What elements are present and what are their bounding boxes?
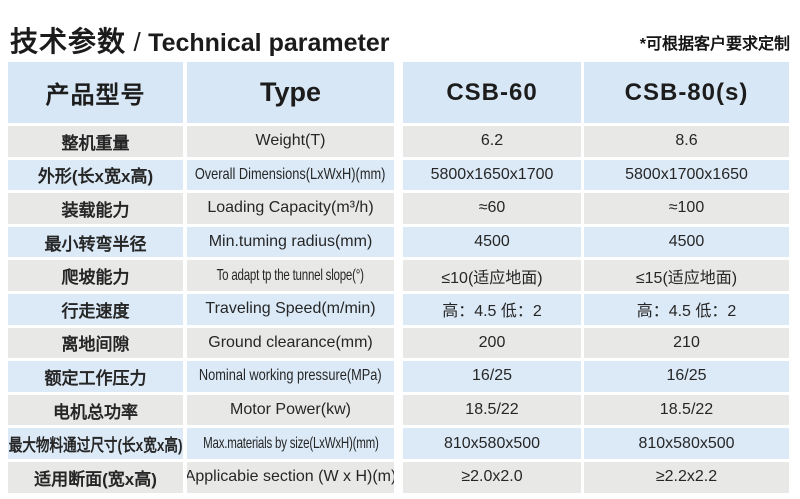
row-label-en: To adapt tp the tunnel slope(°)	[187, 260, 394, 291]
table-row-max-material-size: 最大物料通过尺寸(长x宽x高) Max.materials by size(Lx…	[8, 428, 789, 459]
row-label-cn: 爬坡能力	[8, 260, 183, 291]
table-row-min-turning-radius: 最小转弯半径 Min.tuming radius(mm) 4500 4500	[8, 226, 789, 258]
customization-note: *可根据客户要求定制	[639, 36, 790, 53]
row-value-csb80: 8.6	[584, 126, 789, 157]
row-value-csb60: 810x580x500	[403, 428, 581, 459]
table-row-traveling-speed: 行走速度 Traveling Speed(m/min) 高：4.5 低：2 高：…	[8, 293, 789, 325]
row-label-cn: 外形(长x宽x高)	[8, 159, 183, 191]
row-value-csb80: ≤15(适应地面)	[584, 260, 789, 291]
row-value-csb60: 6.2	[403, 126, 581, 157]
row-label-cn: 装载能力	[8, 193, 183, 224]
row-label-cn: 适用断面(宽x高)	[8, 461, 183, 493]
row-label-cn: 离地间隙	[8, 327, 183, 359]
row-value-csb80: 16/25	[584, 361, 789, 392]
row-value-csb60: 18.5/22	[403, 394, 581, 426]
row-label-cn: 最小转弯半径	[8, 226, 183, 258]
table-row-ground-clearance: 离地间隙 Ground clearance(mm) 200 210	[8, 327, 789, 359]
title-cn: 技术参数	[10, 26, 127, 57]
header-product-model: 产品型号	[8, 62, 183, 123]
row-label-en: Weight(T)	[187, 126, 394, 157]
row-label-en: Loading Capacity(m³/h)	[187, 193, 394, 224]
row-value-csb80: 4500	[584, 226, 789, 258]
row-label-cn: 最大物料通过尺寸(长x宽x高)	[8, 428, 183, 459]
table-row-weight: 整机重量 Weight(T) 6.2 8.6	[8, 126, 789, 157]
table-row-motor-power: 电机总功率 Motor Power(kw) 18.5/22 18.5/22	[8, 394, 789, 426]
row-label-cn: 行走速度	[8, 293, 183, 325]
table-row-loading-capacity: 装载能力 Loading Capacity(m³/h) ≈60 ≈100	[8, 193, 789, 224]
row-value-csb60: 高：4.5 低：2	[403, 293, 581, 325]
spec-table: 产品型号 Type CSB-60 CSB-80(s) 整机重量 Weight(T…	[8, 62, 789, 496]
row-label-en: Applicabie section (W x H)(m)	[187, 461, 394, 493]
table-row-applicable-section: 适用断面(宽x高) Applicabie section (W x H)(m) …	[8, 461, 789, 493]
row-value-csb80: 810x580x500	[584, 428, 789, 459]
table-row-overall-dimensions: 外形(长x宽x高) Overall Dimensions(LxWxH)(mm) …	[8, 159, 789, 191]
row-label-en: Motor Power(kw)	[187, 394, 394, 426]
table-row-working-pressure: 额定工作压力 Nominal working pressure(MPa) 16/…	[8, 361, 789, 392]
row-value-csb60: ≥2.0x2.0	[403, 461, 581, 493]
row-label-en: Nominal working pressure(MPa)	[187, 361, 394, 392]
row-value-csb80: 5800x1700x1650	[584, 159, 789, 191]
row-value-csb80: 210	[584, 327, 789, 359]
titlebar: 技术参数 / Technical parameter *可根据客户要求定制	[10, 14, 790, 56]
row-label-cn: 电机总功率	[8, 394, 183, 426]
row-label-en: Traveling Speed(m/min)	[187, 293, 394, 325]
header-type: Type	[187, 62, 394, 123]
table-header-row: 产品型号 Type CSB-60 CSB-80(s)	[8, 62, 789, 123]
title-en: Technical parameter	[148, 29, 390, 57]
row-value-csb60: 16/25	[403, 361, 581, 392]
row-value-csb60: 200	[403, 327, 581, 359]
row-value-csb60: ≈60	[403, 193, 581, 224]
header-csb-60: CSB-60	[403, 62, 581, 123]
table-row-tunnel-slope: 爬坡能力 To adapt tp the tunnel slope(°) ≤10…	[8, 260, 789, 291]
header-csb-80s: CSB-80(s)	[584, 62, 789, 123]
row-label-en: Ground clearance(mm)	[187, 327, 394, 359]
page-title: 技术参数 / Technical parameter	[10, 28, 389, 56]
row-value-csb80: 18.5/22	[584, 394, 789, 426]
row-value-csb60: ≤10(适应地面)	[403, 260, 581, 291]
row-label-en: Min.tuming radius(mm)	[187, 226, 394, 258]
row-value-csb60: 5800x1650x1700	[403, 159, 581, 191]
row-value-csb80: ≥2.2x2.2	[584, 461, 789, 493]
title-separator: /	[133, 27, 141, 57]
row-label-cn: 额定工作压力	[8, 361, 183, 392]
row-label-cn: 整机重量	[8, 126, 183, 157]
row-label-en: Overall Dimensions(LxWxH)(mm)	[187, 159, 394, 191]
row-value-csb80: ≈100	[584, 193, 789, 224]
row-label-en: Max.materials by size(LxWxH)(mm)	[187, 428, 394, 459]
row-value-csb60: 4500	[403, 226, 581, 258]
row-value-csb80: 高：4.5 低：2	[584, 293, 789, 325]
